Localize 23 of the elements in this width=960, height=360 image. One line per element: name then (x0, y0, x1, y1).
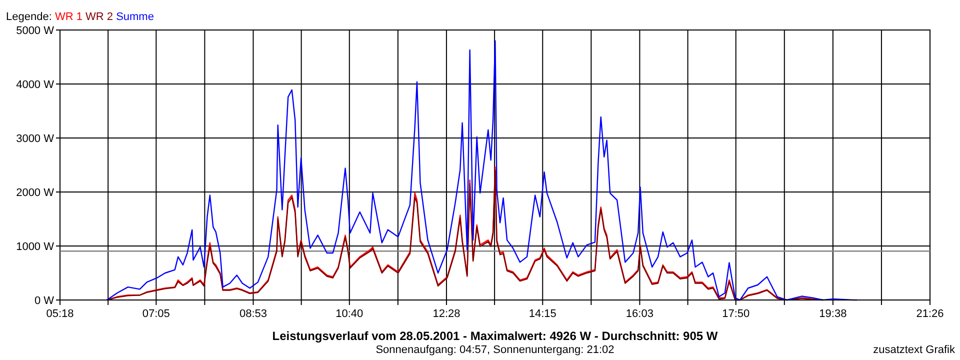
legend-title: Legende: (6, 11, 55, 23)
text: Leistungsverlauf vom 28.05.2001 - Maximalwert: 4926 W - Durchschnitt: 905 W (272, 329, 718, 343)
x-tick-label: 07:05 (142, 308, 170, 320)
y-tick-label: 0 W (34, 295, 55, 307)
x-tick-label: 16:03 (626, 308, 654, 320)
x-tick-label: 21:26 (916, 308, 944, 320)
x-tick-label: 08:53 (239, 308, 267, 320)
x-tick-label: 17:50 (722, 308, 750, 320)
text: Summe (116, 11, 154, 23)
x-tick-label: 14:15 (528, 308, 556, 320)
y-tick-label: 1000 W (16, 241, 55, 253)
x-tick-label: 10:40 (336, 308, 364, 320)
y-tick-label: 2000 W (16, 187, 55, 199)
y-tick-label: 4000 W (16, 79, 55, 91)
text: WR 2 (86, 11, 116, 23)
text: zusatztext Grafik (873, 344, 956, 356)
y-tick-label: 3000 W (16, 133, 55, 145)
text: Sonnenaufgang: 04:57, Sonnenuntergang: 21:02 (376, 344, 614, 356)
text: WR 1 (54, 11, 86, 23)
x-tick-label: 12:28 (432, 308, 460, 320)
x-tick-label: 05:18 (46, 308, 74, 320)
x-tick-label: 19:38 (819, 308, 847, 320)
y-tick-label: 5000 W (16, 25, 55, 37)
